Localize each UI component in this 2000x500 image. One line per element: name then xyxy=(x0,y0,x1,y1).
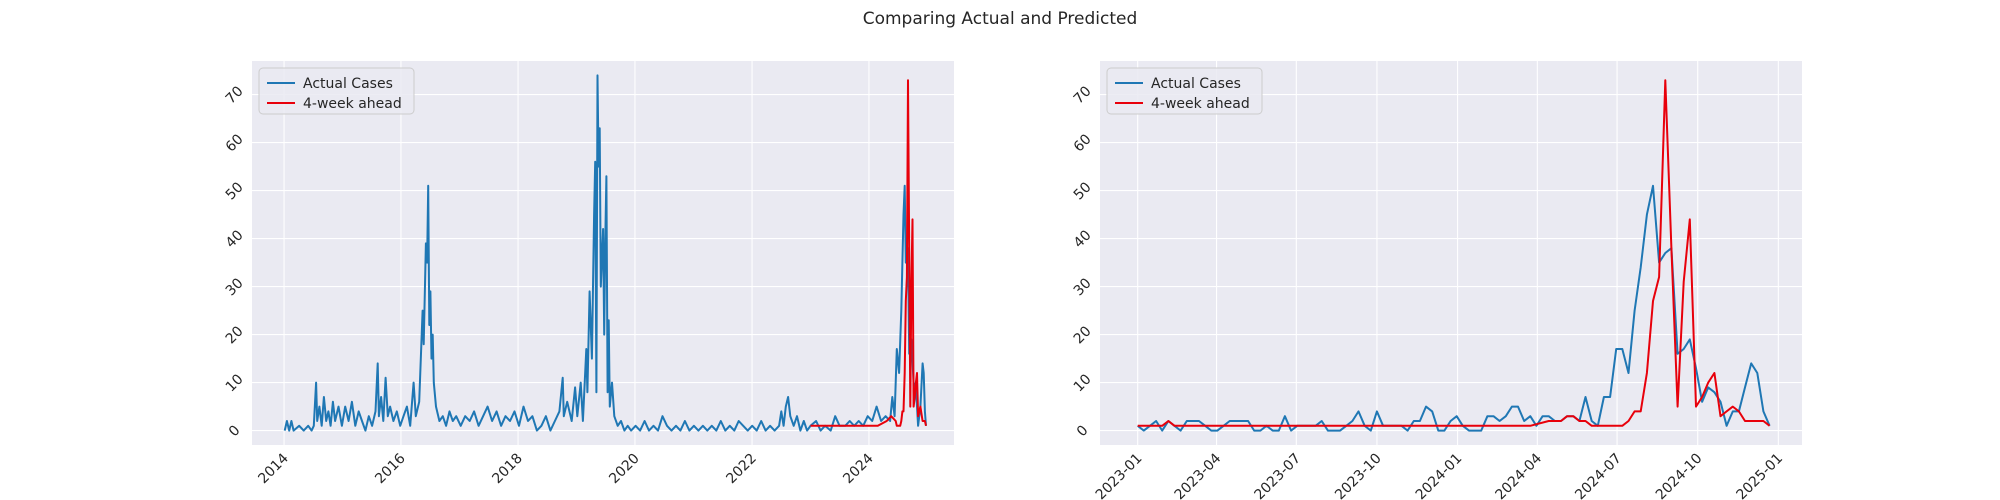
right-plot-area xyxy=(1100,61,1802,445)
right-series-line-actual xyxy=(1137,184,1771,432)
right-x-tick-label: 2024-01 xyxy=(1413,451,1466,500)
right-legend: Actual Cases 4-week ahead xyxy=(1106,67,1263,115)
left-y-tick-label: 60 xyxy=(223,131,247,155)
left-x-tick-label: 2018 xyxy=(489,451,526,488)
right-y-tick-label: 70 xyxy=(1071,83,1095,107)
right-x-tick-label: 2024-04 xyxy=(1492,450,1545,500)
right-chart: 0 10 20 30 40 50 60 70 2023-01 2023-04 2023-07 2023… xyxy=(1071,61,1802,500)
left-y-tick-label: 30 xyxy=(223,275,247,299)
left-y-tick-label: 20 xyxy=(223,323,247,347)
left-x-tick-label: 2022 xyxy=(723,451,760,488)
left-legend-label: 4-week ahead xyxy=(303,96,402,112)
left-x-tick-label: 2016 xyxy=(372,450,409,487)
left-legend-label: Actual Cases xyxy=(303,76,393,92)
left-y-tick-label: 70 xyxy=(223,83,247,107)
left-y-tick-label: 0 xyxy=(226,422,244,440)
figure-title: Comparing Actual and Predicted xyxy=(863,9,1138,29)
left-y-tick-label: 10 xyxy=(223,371,247,395)
right-x-tick-label: 2024-07 xyxy=(1572,451,1625,500)
right-y-tick-label: 20 xyxy=(1071,323,1095,347)
right-y-tick-label: 10 xyxy=(1071,371,1095,395)
right-x-tick-label: 2025-01 xyxy=(1733,451,1786,500)
right-y-tick-label: 60 xyxy=(1071,131,1095,155)
right-x-tick-label: 2024-10 xyxy=(1653,451,1706,500)
right-x-tick-label: 2023-07 xyxy=(1251,451,1304,500)
right-y-tick-label: 0 xyxy=(1074,422,1092,440)
left-chart: 0 10 20 30 40 50 60 70 2014 2016 2018 2020 2022 2024 A… xyxy=(223,61,954,487)
right-x-tick-label: 2023-10 xyxy=(1332,451,1385,500)
right-legend-label: 4-week ahead xyxy=(1151,96,1250,112)
left-series-line-actual xyxy=(283,74,927,432)
left-y-tick-label: 50 xyxy=(223,179,247,203)
right-series-line-predicted xyxy=(1137,79,1771,427)
left-series-line-predicted xyxy=(810,79,927,427)
left-x-tick-label: 2020 xyxy=(606,451,643,488)
left-legend: Actual Cases 4-week ahead xyxy=(258,67,415,115)
right-x-tick-label: 2023-01 xyxy=(1093,451,1146,500)
right-legend-box xyxy=(1106,67,1263,115)
right-y-tick-label: 50 xyxy=(1071,179,1095,203)
right-legend-label: Actual Cases xyxy=(1151,76,1241,92)
right-y-tick-label: 40 xyxy=(1071,227,1095,251)
left-y-tick-label: 40 xyxy=(223,227,247,251)
right-y-tick-label: 30 xyxy=(1071,275,1095,299)
right-x-tick-label: 2023-04 xyxy=(1172,450,1225,500)
left-x-tick-label: 2014 xyxy=(255,450,292,487)
left-x-tick-label: 2024 xyxy=(840,450,877,487)
left-legend-box xyxy=(258,67,415,115)
